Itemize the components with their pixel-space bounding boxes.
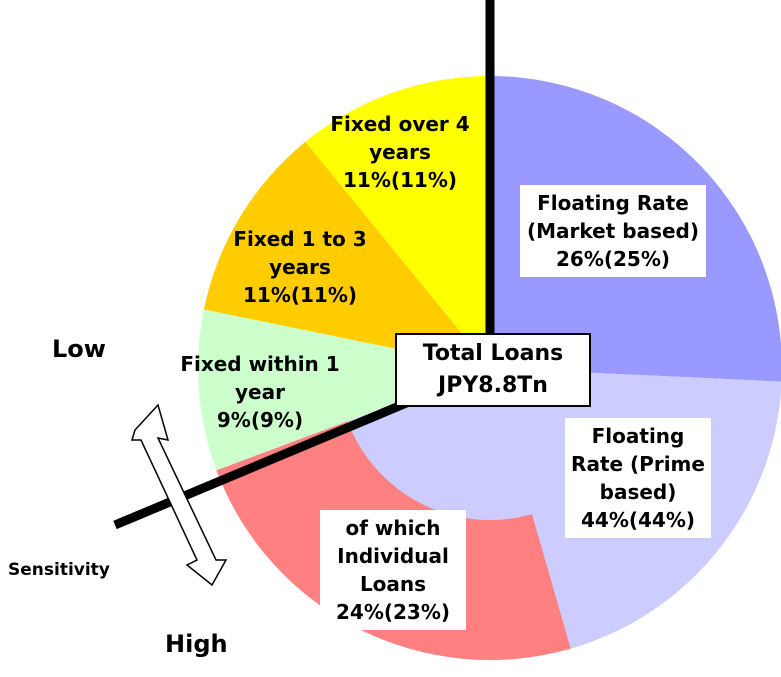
slice-label: of which Individual Loans 24%(23%) — [320, 510, 466, 630]
slice — [305, 76, 490, 368]
center-label-line: Total Loans — [422, 341, 564, 366]
slice — [203, 141, 490, 368]
slice-name: Fixed over 4 years — [330, 112, 470, 164]
slice-label: Fixed within 1 year 9%(9%) — [170, 350, 350, 434]
slice-label: Floating Rate (Prime based) 44%(44%) — [565, 418, 711, 538]
value-label: 11%(11%) — [242, 283, 358, 307]
slice — [197, 309, 490, 471]
slice-name: Floating Rate (Prime based) — [571, 424, 705, 504]
value-label: 11%(11%) — [342, 168, 458, 192]
center-label-line: JPY8.8Tn — [438, 373, 548, 398]
slice-label: Floating Rate (Market based) 26%(25%) — [520, 185, 706, 277]
slice-name: Floating Rate (Market based) — [527, 191, 699, 243]
double-arrow — [130, 403, 228, 587]
center-label: Total Loans JPY8.8Tn — [395, 333, 591, 407]
slice-name: Fixed 1 to 3 years — [233, 227, 367, 279]
low-label: Low — [52, 335, 106, 363]
value-label: 24%(23%) — [335, 600, 451, 624]
slice-name: of which Individual Loans — [337, 516, 449, 596]
slice-name: Fixed within 1 year — [180, 352, 340, 404]
value-label: 44%(44%) — [580, 508, 696, 532]
value-label: 26%(25%) — [555, 247, 671, 271]
high-label: High — [165, 630, 228, 658]
sensitivity-label: Sensitivity — [8, 560, 110, 580]
slice-label: Fixed 1 to 3 years 11%(11%) — [205, 225, 395, 309]
value-label: 9%(9%) — [216, 408, 304, 432]
slice-label: Fixed over 4 years 11%(11%) — [300, 110, 500, 194]
